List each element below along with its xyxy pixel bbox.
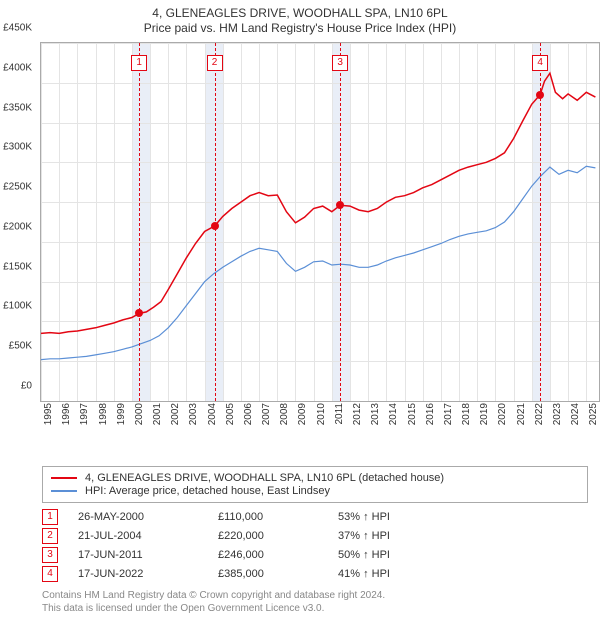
price-chart: 1 2 3 4	[40, 42, 600, 402]
page-subtitle: Price paid vs. HM Land Registry's House …	[6, 21, 594, 36]
sale-index-badge: 3	[42, 547, 58, 563]
sale-vs-hpi: 41% ↑ HPI	[338, 568, 390, 580]
sale-marker-tag: 1	[131, 55, 147, 71]
legend-swatch	[51, 477, 77, 479]
sale-marker-tag: 2	[207, 55, 223, 71]
sales-row: 3 17-JUN-2011£246,00050% ↑ HPI	[42, 547, 588, 563]
sale-price: £110,000	[218, 511, 338, 523]
legend-row: HPI: Average price, detached house, East…	[51, 485, 579, 497]
sales-table: 1 26-MAY-2000£110,00053% ↑ HPI 2 21-JUL-200…	[42, 509, 588, 582]
legend-label: HPI: Average price, detached house, East…	[85, 485, 330, 497]
sale-index-badge: 2	[42, 528, 58, 544]
y-axis-labels: £0£50K£100K£150K£200K£250K£300K£350K£400…	[0, 28, 34, 388]
sale-price: £246,000	[218, 549, 338, 561]
sales-row: 1 26-MAY-2000£110,00053% ↑ HPI	[42, 509, 588, 525]
chart-plot	[41, 43, 599, 401]
sale-marker-point	[536, 91, 544, 99]
page-title: 4, GLENEAGLES DRIVE, WOODHALL SPA, LN10 …	[6, 6, 594, 21]
legend-label: 4, GLENEAGLES DRIVE, WOODHALL SPA, LN10 …	[85, 472, 444, 484]
sale-price: £220,000	[218, 530, 338, 542]
sales-row: 2 21-JUL-2004£220,00037% ↑ HPI	[42, 528, 588, 544]
sale-vs-hpi: 53% ↑ HPI	[338, 511, 390, 523]
series-price_paid	[41, 73, 595, 333]
sale-date: 26-MAY-2000	[78, 511, 218, 523]
sale-vs-hpi: 50% ↑ HPI	[338, 549, 390, 561]
chart-legend: 4, GLENEAGLES DRIVE, WOODHALL SPA, LN10 …	[42, 466, 588, 503]
legend-row: 4, GLENEAGLES DRIVE, WOODHALL SPA, LN10 …	[51, 472, 579, 484]
sale-marker-tag: 3	[332, 55, 348, 71]
sale-marker-tag: 4	[532, 55, 548, 71]
legend-swatch	[51, 490, 77, 492]
sale-date: 21-JUL-2004	[78, 530, 218, 542]
sale-index-badge: 1	[42, 509, 58, 525]
sale-date: 17-JUN-2022	[78, 568, 218, 580]
sale-index-badge: 4	[42, 566, 58, 582]
footnote: Contains HM Land Registry data © Crown c…	[42, 590, 588, 615]
sale-date: 17-JUN-2011	[78, 549, 218, 561]
sales-row: 4 17-JUN-2022£385,00041% ↑ HPI	[42, 566, 588, 582]
sale-price: £385,000	[218, 568, 338, 580]
sale-vs-hpi: 37% ↑ HPI	[338, 530, 390, 542]
sale-marker-point	[336, 201, 344, 209]
sale-marker-point	[135, 309, 143, 317]
footnote-line: Contains HM Land Registry data © Crown c…	[42, 590, 588, 603]
x-axis-labels: 1995199619971998199920002001200220032004…	[40, 402, 600, 432]
series-hpi	[41, 166, 595, 359]
sale-marker-point	[211, 222, 219, 230]
footnote-line: This data is licensed under the Open Gov…	[42, 603, 588, 616]
